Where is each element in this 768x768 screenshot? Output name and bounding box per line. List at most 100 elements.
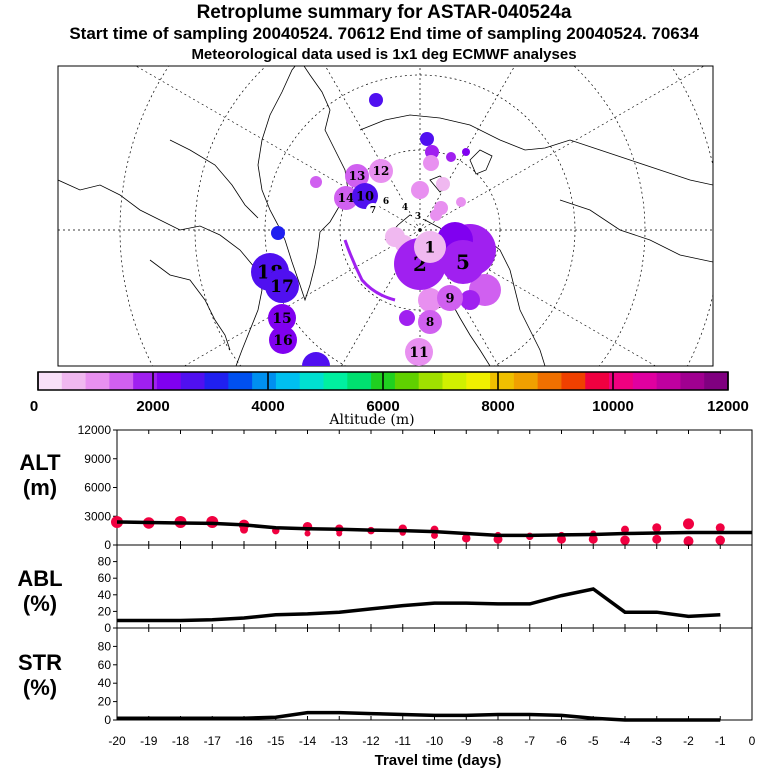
- colorbar-swatch: [537, 372, 562, 390]
- plume-blob: [411, 181, 429, 199]
- altitude-dot: [620, 535, 630, 545]
- y-tick-label: 0: [104, 713, 111, 727]
- colorbar-swatch: [394, 372, 420, 390]
- plume-marker-circle: [412, 210, 424, 222]
- x-tick-label: -19: [140, 734, 158, 748]
- x-tick-label: -9: [461, 734, 472, 748]
- x-tick-label: -8: [493, 734, 504, 748]
- colorbar-swatch: [418, 372, 443, 390]
- plume-blob: [460, 290, 480, 310]
- plume-blob: [399, 310, 415, 326]
- plume-blob: [456, 197, 466, 207]
- time-series-panels: 030006000900012000ALT(m)020406080ABL(%)0…: [17, 423, 755, 768]
- colorbar-swatch: [275, 372, 301, 390]
- panel-frame: [116, 627, 753, 721]
- plume-marker-5: 5: [441, 240, 485, 284]
- plume-blob: [302, 352, 330, 366]
- plume-blob: [430, 209, 442, 221]
- plume-marker-circle: [405, 338, 433, 366]
- coastline-greenland: [257, 66, 349, 302]
- plume-marker-circle: [437, 285, 463, 311]
- plume-marker-label: 13: [349, 169, 366, 183]
- x-tick-label: -14: [299, 734, 317, 748]
- plume-marker-label: 3: [415, 212, 421, 222]
- plume-marker-circle: [269, 326, 297, 354]
- altitude-dot: [715, 523, 725, 533]
- altitude-dot: [431, 531, 438, 539]
- plume-marker-label: 6: [383, 197, 389, 207]
- plume-marker-circle: [265, 269, 299, 303]
- plume-marker-label: 11: [409, 345, 428, 361]
- y-tick-label: 0: [104, 621, 111, 635]
- panel-unit: (%): [23, 591, 57, 616]
- x-tick-label: -16: [235, 734, 253, 748]
- plume-marker-label: 12: [373, 164, 390, 178]
- plume-marker-17: 17: [265, 269, 299, 303]
- panel-label: STR: [18, 650, 62, 675]
- colorbar-swatch: [156, 372, 182, 390]
- y-tick-label: 60: [98, 658, 112, 672]
- x-tick-label: 0: [749, 734, 756, 748]
- colorbar-swatch: [680, 372, 705, 390]
- plume-marker-label: 15: [272, 311, 291, 327]
- colorbar-swatch: [38, 372, 63, 390]
- altitude-dot: [621, 525, 629, 534]
- colorbar-swatch: [585, 372, 610, 390]
- altitude-dot: [240, 525, 248, 534]
- x-axis-label: Travel time (days): [375, 752, 502, 768]
- colorbar-swatch: [442, 372, 467, 390]
- x-tick-label: -2: [683, 734, 694, 748]
- y-tick-label: 20: [98, 604, 112, 618]
- altitude-dot: [336, 530, 343, 537]
- x-tick-label: -15: [267, 734, 285, 748]
- coastline-hudson: [149, 259, 231, 351]
- plume-marker-label: 4: [402, 203, 408, 213]
- plume-blob: [462, 148, 470, 156]
- altitude-dot: [652, 523, 662, 533]
- plume-marker-circle: [418, 310, 442, 334]
- plume-blob: [436, 177, 450, 191]
- x-tick-label: -20: [108, 734, 126, 748]
- plume-marker-11: 11: [405, 338, 433, 366]
- plume-blob: [310, 176, 322, 188]
- altitude-dot: [683, 536, 694, 547]
- colorbar-swatch: [85, 372, 110, 390]
- y-tick-label: 40: [98, 676, 112, 690]
- meridian-line: [419, 66, 705, 231]
- panel-frame: [116, 544, 753, 629]
- series-line-abl: [117, 587, 721, 623]
- plume-marker-4: 4: [399, 201, 411, 213]
- panel-alt: 0 3000 6000 9000 12000 ALT(m): [19, 423, 753, 552]
- plume-marker-6: 6: [378, 193, 394, 209]
- plume-marker-label: 5: [456, 250, 470, 274]
- x-tick-label: -17: [204, 734, 222, 748]
- plume-marker-14: 14: [334, 186, 358, 210]
- colorbar-title: Altitude (m): [328, 412, 414, 428]
- plume-marker-circle: [268, 304, 296, 332]
- y-tick-label: 12000: [78, 423, 112, 437]
- plume-blob: [423, 155, 439, 171]
- plume-blob: [420, 132, 434, 146]
- plume-marker-label: 10: [356, 190, 374, 205]
- x-tick-label: -13: [331, 734, 349, 748]
- plume-marker-circle: [441, 240, 485, 284]
- coastline-canada: [58, 179, 263, 366]
- plume-marker-circle: [414, 231, 446, 263]
- meteo-data-note: Meteorological data used is 1x1 deg ECMW…: [191, 46, 577, 63]
- plume-trajectory: [343, 239, 396, 302]
- altitude-dot: [652, 534, 662, 544]
- coastline-asia: [559, 199, 713, 263]
- plume-marker-8: 8: [418, 310, 442, 334]
- plume-marker-circle: [378, 193, 394, 209]
- colorbar-tick-label: 2000: [136, 398, 169, 415]
- plume-marker-label: 9: [445, 292, 454, 307]
- plume-blob: [418, 288, 442, 312]
- y-tick-label: 80: [98, 555, 112, 569]
- x-tick-label: -18: [172, 734, 190, 748]
- map-frame: [57, 65, 714, 367]
- plume-marker-3: 3: [412, 210, 424, 222]
- coastline-europe: [449, 299, 491, 366]
- colorbar-swatch: [252, 372, 277, 390]
- x-tick-label: -12: [362, 734, 380, 748]
